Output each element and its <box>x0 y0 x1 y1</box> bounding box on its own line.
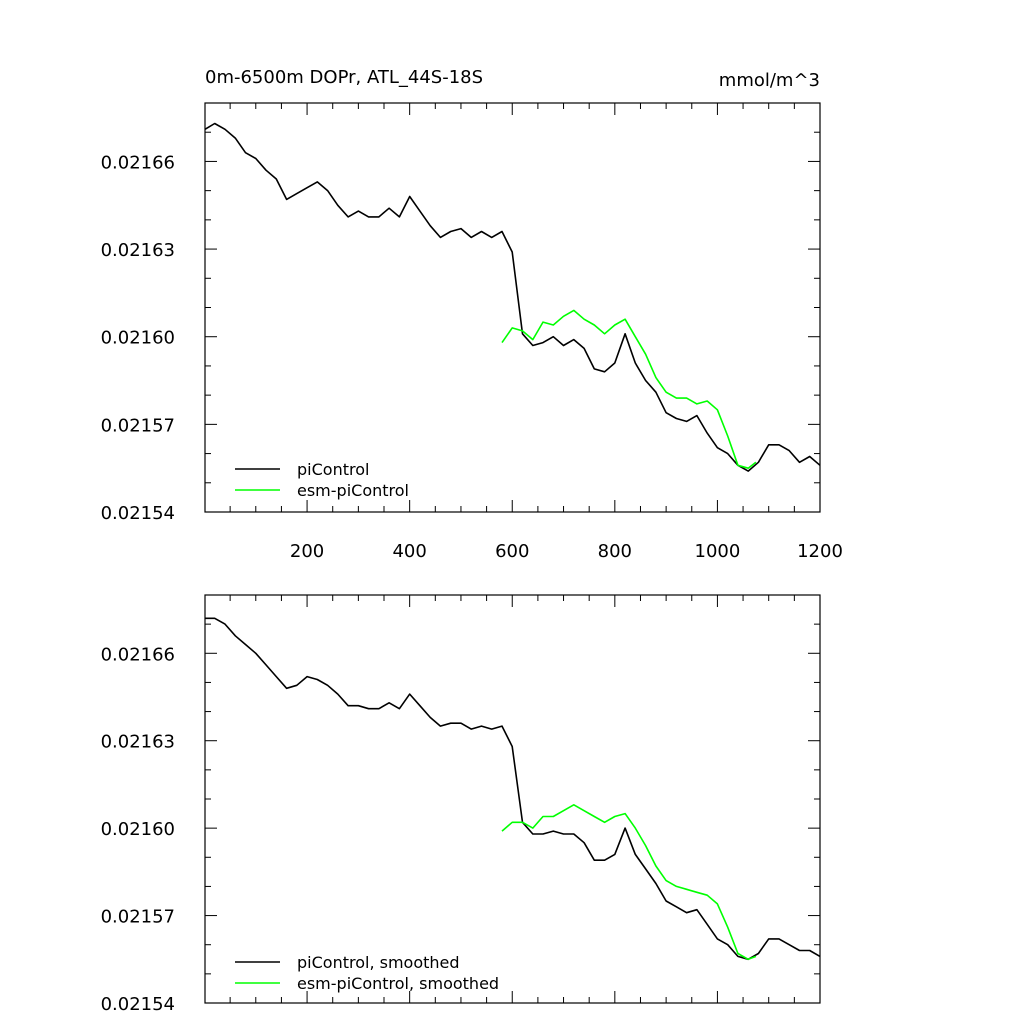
bottom-legend: piControl, smoothed esm-piControl, smoot… <box>235 953 499 993</box>
x-tick-label: 400 <box>392 541 426 562</box>
legend-label-picontrol-smoothed: piControl, smoothed <box>297 953 460 972</box>
y-tick-label: 0.02160 <box>101 819 175 840</box>
legend-label-esm-picontrol-smoothed: esm-piControl, smoothed <box>297 974 499 993</box>
x-tick-label: 600 <box>495 541 529 562</box>
x-tick-label: 200 <box>290 541 324 562</box>
series-line-esm-picontrol <box>501 309 757 470</box>
legend-label-esm-picontrol: esm-piControl <box>297 481 409 500</box>
bottom-panel: 0.02154 0.02157 0.02160 0.02163 0.02166 piCo… <box>101 594 821 1015</box>
top-panel: 0m-6500m DOPr, ATL_44S-18S mmol/m^3 0.02… <box>101 67 843 562</box>
top-legend: piControl esm-piControl <box>235 460 409 500</box>
y-tick-label: 0.02163 <box>101 732 175 753</box>
x-tick-label: 1200 <box>797 541 843 562</box>
series-line-esm-picontrol-smoothed <box>501 803 757 961</box>
y-tick-label: 0.02157 <box>101 907 175 928</box>
x-tick-label: 800 <box>598 541 632 562</box>
units-label: mmol/m^3 <box>719 70 820 91</box>
y-tick-label: 0.02157 <box>101 415 175 436</box>
y-tick-label: 0.02154 <box>101 994 175 1015</box>
y-tick-label: 0.02166 <box>101 152 175 173</box>
chart-title: 0m-6500m DOPr, ATL_44S-18S <box>205 67 483 88</box>
bottom-plot-area: 0.02154 0.02157 0.02160 0.02163 0.02166 <box>101 594 821 1015</box>
top-plot-area: 0.02154 0.02157 0.02160 0.02163 0.02166 200 40… <box>101 102 843 562</box>
y-tick-label: 0.02154 <box>101 503 175 524</box>
y-tick-label: 0.02166 <box>101 644 175 665</box>
series-line-picontrol-smoothed <box>205 617 821 961</box>
series-line-picontrol <box>204 122 821 472</box>
x-tick-label: 1000 <box>695 541 741 562</box>
y-tick-label: 0.02160 <box>101 328 175 349</box>
y-tick-label: 0.02163 <box>101 240 175 261</box>
legend-label-picontrol: piControl <box>297 460 369 479</box>
